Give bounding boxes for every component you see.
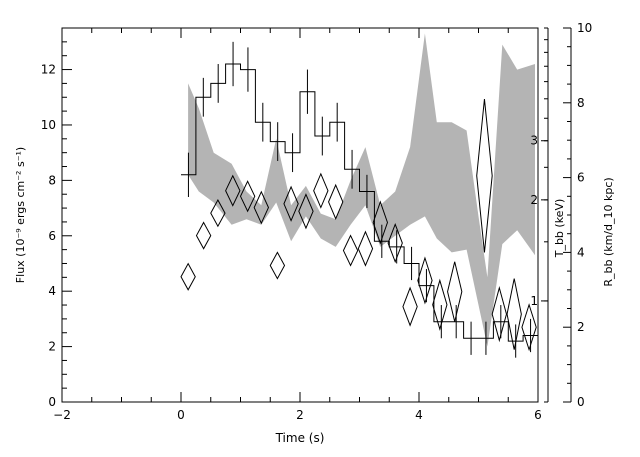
radius-diamond-layer	[180, 99, 537, 352]
radius-diamond	[357, 230, 374, 267]
y-axis-flux-ticks: 0 2 4 6 8 10 12	[41, 27, 72, 409]
radius-tick-label: 10	[577, 21, 592, 35]
radius-tick-label: 0	[577, 395, 585, 409]
temperature-axis-label: T_bb (keV)	[553, 199, 566, 259]
radius-diamond	[313, 172, 329, 209]
radius-axis-label: R_bb (km/d_10 kpc)	[602, 177, 615, 286]
radius-diamond	[372, 200, 388, 245]
radius-diamond	[387, 222, 403, 264]
radius-diamond	[417, 256, 433, 305]
x-axis-ticks: −2 0 2 4 6	[53, 28, 542, 422]
flux-tick-label: 4	[48, 284, 56, 298]
x-tick-label: −2	[53, 408, 71, 422]
radius-diamond	[521, 303, 537, 352]
radius-diamond	[298, 193, 314, 230]
radius-diamond	[253, 190, 270, 225]
flux-tick-label: 8	[48, 173, 56, 187]
radius-diamond	[210, 198, 226, 228]
x-tick-label: 6	[534, 408, 542, 422]
flux-tick-label: 12	[41, 63, 56, 77]
radius-diamond	[432, 278, 448, 331]
radius-tick-label: 2	[577, 320, 585, 334]
x-tick-label: 4	[415, 408, 423, 422]
temperature-tick-label: 3	[530, 134, 538, 148]
temperature-tick-label: 2	[530, 193, 538, 207]
radius-diamond	[269, 251, 286, 280]
temperature-band-layer	[188, 33, 535, 347]
radius-diamond	[328, 183, 344, 221]
x-axis-label: Time (s)	[275, 431, 325, 445]
radius-diamond	[342, 234, 359, 267]
x-tick-label: 2	[296, 408, 304, 422]
radius-diamond	[447, 261, 463, 322]
radius-diamond	[476, 99, 493, 253]
flux-tick-label: 2	[48, 340, 56, 354]
x-tick-label: 0	[177, 408, 185, 422]
radius-diamond	[402, 286, 418, 327]
radius-diamond	[283, 185, 299, 222]
flux-tick-label: 10	[41, 118, 56, 132]
radius-axis-ticks: 0 2 4 6 8 10	[563, 21, 592, 409]
radius-diamond	[180, 262, 196, 291]
radius-tick-label: 6	[577, 171, 585, 185]
radius-diamond	[195, 221, 212, 250]
temperature-band	[188, 33, 535, 347]
temperature-tick-label: 1	[530, 294, 538, 308]
flux-tick-label: 6	[48, 229, 56, 243]
radius-tick-label: 4	[577, 245, 585, 259]
radius-tick-label: 8	[577, 96, 585, 110]
flux-axis-label: Flux (10⁻⁹ ergs cm⁻² s⁻¹)	[14, 147, 27, 283]
radius-diamond	[239, 180, 256, 213]
radius-diamond	[491, 286, 507, 343]
flux-tick-label: 0	[48, 395, 56, 409]
radius-diamond	[225, 174, 241, 207]
temperature-axis-ticks: 1 2 3	[530, 27, 548, 403]
flux-histogram-layer	[181, 41, 538, 358]
radius-diamond	[506, 278, 522, 350]
